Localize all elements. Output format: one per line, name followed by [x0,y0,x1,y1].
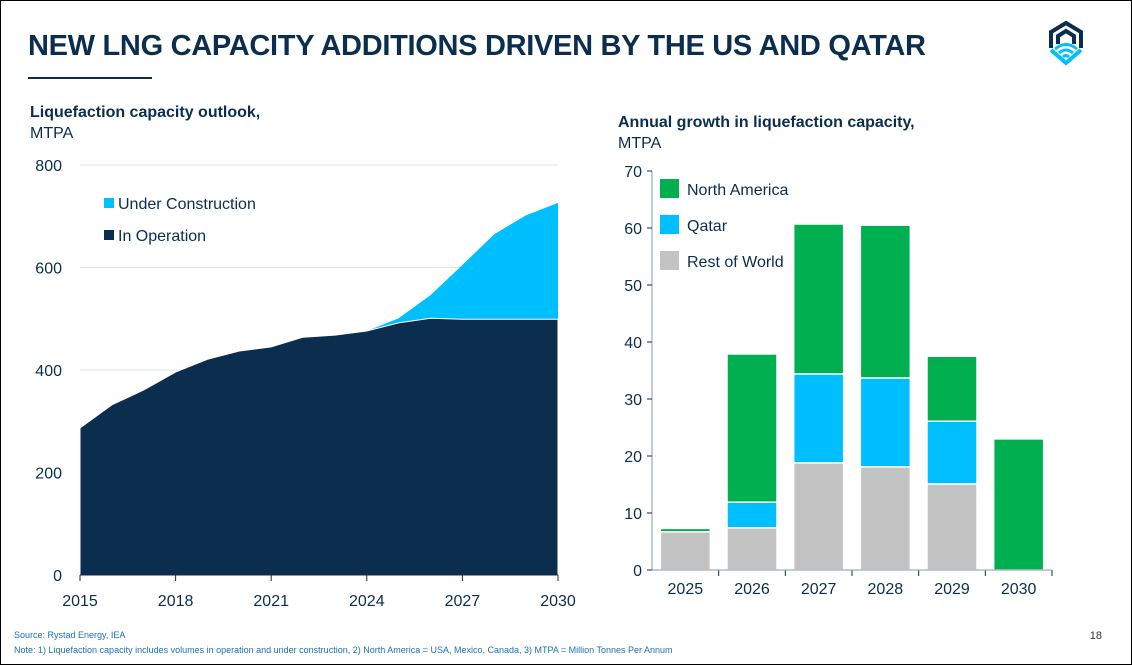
x-tick-label: 2015 [62,593,98,610]
bar-segment [659,531,712,571]
y-tick-label: 40 [624,335,642,352]
bar-segment [859,466,912,571]
y-tick-label: 600 [35,261,62,278]
bar-segment [992,438,1045,571]
bar-segment [659,527,712,533]
x-tick-label: 2021 [253,593,289,610]
legend-label: Qatar [687,218,728,235]
y-tick-label: 800 [35,158,62,175]
under-construction-area [80,202,558,428]
y-tick-label: 60 [624,221,642,238]
bar-segment [926,483,978,571]
left-subtitle: MTPA [30,125,74,142]
bar-segment [726,501,778,529]
y-tick-label: 0 [633,563,642,580]
bar-segment [926,355,978,422]
y-tick-label: 50 [624,278,642,295]
legend-label: In Operation [118,228,206,245]
legend-swatch [660,251,679,270]
logo-icon [1049,20,1083,66]
legend-swatch [104,230,114,240]
bar-segment [859,224,912,379]
bar-segment [792,373,845,464]
footnote: Note: 1) Liquefaction capacity includes … [14,645,673,655]
bar-segment [726,353,778,503]
y-tick-label: 10 [624,506,642,523]
bar-segment [792,462,845,571]
x-tick-label: 2025 [668,581,704,598]
x-tick-label: 2027 [801,581,837,598]
legend-label: North America [687,182,788,199]
bar-segment [926,420,978,485]
title-underline [28,77,152,79]
right-subtitle: MTPA [618,135,662,152]
page-number: 18 [1089,630,1102,642]
bar-segment [859,377,912,468]
bar-segment [792,223,845,375]
legend-label: Under Construction [118,196,256,213]
x-tick-label: 2026 [734,581,770,598]
y-tick-label: 30 [624,392,642,409]
x-tick-label: 2018 [158,593,194,610]
y-tick-label: 400 [35,363,62,380]
legend-label: Rest of World [687,254,784,271]
bar-segment [726,527,778,571]
left-chart-title: Liquefaction capacity outlook, MTPA [30,102,260,144]
x-tick-label: 2024 [349,593,385,610]
slide-title: NEW LNG CAPACITY ADDITIONS DRIVEN BY THE… [28,30,926,62]
right-chart-title: Annual growth in liquefaction capacity, … [618,112,915,154]
x-tick-label: 2030 [1001,581,1037,598]
y-tick-label: 20 [624,449,642,466]
in-operation-area [79,317,559,576]
x-tick-label: 2030 [540,593,576,610]
capacity-area-chart: 0 200 400 600 800 2015 2018 2021 2024 2027 2030 Und… [35,158,576,610]
x-tick-label: 2027 [445,593,481,610]
x-tick-label: 2029 [934,581,970,598]
y-tick-label: 0 [53,568,62,585]
legend-swatch [104,198,114,208]
y-tick-label: 70 [624,164,642,181]
left-title: Liquefaction capacity outlook, [30,104,261,121]
x-tick-label: 2028 [868,581,904,598]
y-tick-label: 200 [35,466,62,483]
legend-swatch [660,215,679,234]
right-title: Annual growth in liquefaction capacity, [618,114,915,131]
source-note: Source: Rystad Energy, IEA [14,630,126,640]
legend-swatch [660,179,679,198]
